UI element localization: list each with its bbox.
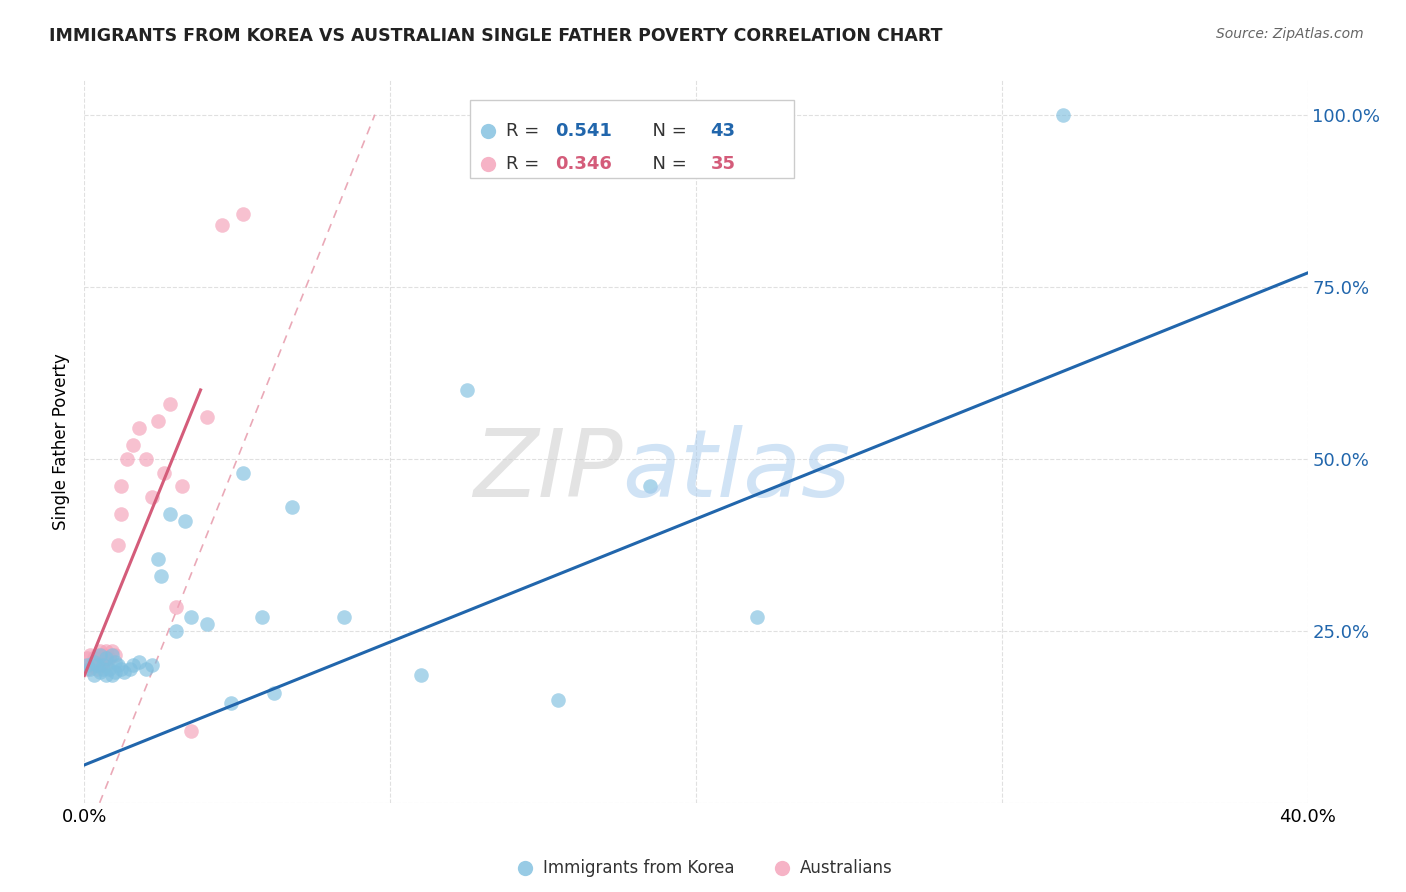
Point xyxy=(104,665,127,679)
Point xyxy=(76,658,98,673)
Point xyxy=(110,507,132,521)
Point xyxy=(128,655,150,669)
Point xyxy=(91,655,114,669)
Text: Australians: Australians xyxy=(800,859,893,877)
Point xyxy=(232,466,254,480)
Point xyxy=(79,648,101,662)
Point xyxy=(159,397,181,411)
Text: N =: N = xyxy=(641,122,692,140)
Point xyxy=(79,658,101,673)
Point xyxy=(128,421,150,435)
Point xyxy=(638,479,661,493)
Y-axis label: Single Father Poverty: Single Father Poverty xyxy=(52,353,70,530)
Text: atlas: atlas xyxy=(623,425,851,516)
Point xyxy=(281,500,304,514)
Point xyxy=(89,648,111,662)
Text: ZIP: ZIP xyxy=(472,425,623,516)
Point xyxy=(141,658,163,673)
Point xyxy=(149,568,172,582)
Point xyxy=(107,658,129,673)
Point xyxy=(153,466,176,480)
Point xyxy=(76,651,98,665)
Point xyxy=(101,648,124,662)
FancyBboxPatch shape xyxy=(470,100,794,178)
Point xyxy=(547,692,569,706)
Point xyxy=(333,610,356,624)
Point xyxy=(107,538,129,552)
Point xyxy=(101,644,124,658)
Point xyxy=(122,438,145,452)
Point xyxy=(89,665,111,679)
Point xyxy=(97,662,120,676)
Point xyxy=(104,655,127,669)
Text: Immigrants from Korea: Immigrants from Korea xyxy=(543,859,734,877)
Text: N =: N = xyxy=(641,155,692,173)
Point xyxy=(120,662,142,676)
Point xyxy=(83,651,105,665)
Point xyxy=(83,668,105,682)
Point xyxy=(94,658,117,673)
Point xyxy=(456,383,478,397)
Text: 43: 43 xyxy=(710,122,735,140)
Point xyxy=(1052,108,1074,122)
Point xyxy=(195,616,218,631)
Point xyxy=(159,507,181,521)
Text: R =: R = xyxy=(506,122,546,140)
Point xyxy=(146,551,169,566)
Point xyxy=(165,599,187,614)
Point xyxy=(91,658,114,673)
Point xyxy=(97,651,120,665)
Point xyxy=(110,479,132,493)
Point xyxy=(122,658,145,673)
Text: Source: ZipAtlas.com: Source: ZipAtlas.com xyxy=(1216,27,1364,41)
Point xyxy=(219,696,242,710)
Point xyxy=(89,658,111,673)
Point xyxy=(146,414,169,428)
Point xyxy=(94,651,117,665)
Text: 0.346: 0.346 xyxy=(555,155,612,173)
Point xyxy=(211,218,233,232)
Point xyxy=(86,648,108,662)
Point xyxy=(165,624,187,638)
Point xyxy=(180,723,202,738)
Point xyxy=(195,410,218,425)
Point xyxy=(747,610,769,624)
Point xyxy=(112,665,135,679)
Point xyxy=(76,662,98,676)
Point xyxy=(110,662,132,676)
Point xyxy=(135,662,157,676)
Point xyxy=(174,514,197,528)
Point xyxy=(135,451,157,466)
Point xyxy=(89,644,111,658)
Point xyxy=(94,644,117,658)
Text: 0.541: 0.541 xyxy=(555,122,612,140)
Point xyxy=(89,655,111,669)
Point xyxy=(91,662,114,676)
Point xyxy=(94,668,117,682)
Point xyxy=(141,490,163,504)
Point xyxy=(180,610,202,624)
Point xyxy=(91,648,114,662)
Point xyxy=(101,668,124,682)
Point xyxy=(83,655,105,669)
Text: R =: R = xyxy=(506,155,546,173)
Text: IMMIGRANTS FROM KOREA VS AUSTRALIAN SINGLE FATHER POVERTY CORRELATION CHART: IMMIGRANTS FROM KOREA VS AUSTRALIAN SING… xyxy=(49,27,942,45)
Point xyxy=(104,648,127,662)
Point xyxy=(115,451,138,466)
Point xyxy=(86,662,108,676)
Point xyxy=(83,658,105,673)
Point xyxy=(409,668,432,682)
Point xyxy=(86,658,108,673)
Point xyxy=(232,207,254,221)
Point xyxy=(172,479,194,493)
Point xyxy=(263,686,285,700)
Point xyxy=(250,610,273,624)
Point xyxy=(79,662,101,676)
Text: 35: 35 xyxy=(710,155,735,173)
